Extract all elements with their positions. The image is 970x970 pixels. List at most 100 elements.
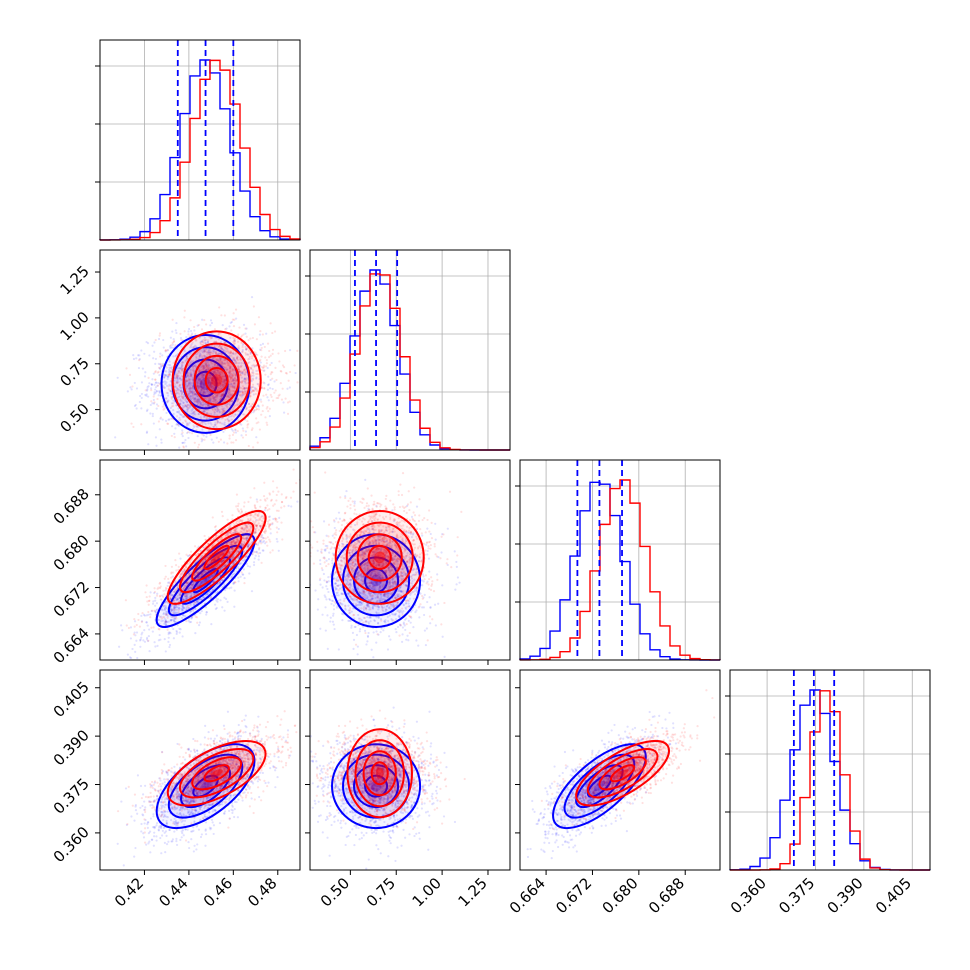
scatter-point: [177, 388, 180, 391]
scatter-point: [244, 371, 247, 374]
scatter-point: [239, 386, 243, 390]
scatter-point: [240, 423, 243, 426]
scatter-point: [169, 596, 172, 599]
scatter-point: [202, 351, 205, 354]
scatter-point: [210, 336, 213, 339]
scatter-point: [176, 381, 179, 384]
scatter-point: [210, 376, 213, 380]
scatter-point: [222, 380, 226, 383]
scatter-point: [180, 339, 183, 342]
scatter-point: [233, 377, 237, 380]
scatter-point: [191, 585, 194, 588]
scatter-point: [155, 390, 158, 393]
scatter-point: [216, 369, 219, 372]
scatter-point: [227, 450, 229, 452]
scatter-point: [180, 389, 183, 392]
scatter-point: [268, 493, 271, 496]
scatter-point: [263, 387, 266, 390]
scatter-point: [187, 436, 190, 440]
scatter-point: [176, 367, 179, 370]
scatter-point: [210, 383, 213, 386]
scatter-point: [238, 390, 241, 393]
scatter-point: [255, 550, 258, 553]
scatter-point: [197, 584, 200, 587]
scatter-point: [236, 400, 239, 403]
scatter-point: [222, 391, 225, 394]
scatter-point: [214, 394, 218, 397]
scatter-point: [226, 442, 229, 445]
scatter-point: [237, 364, 240, 367]
scatter-point: [261, 541, 264, 544]
hist-panel-0: [95, 39, 301, 241]
scatter-point: [204, 354, 207, 358]
scatter-point: [266, 405, 269, 409]
scatter-point: [211, 378, 214, 381]
scatter-point: [158, 355, 162, 358]
scatter-point: [221, 324, 224, 327]
scatter-point: [131, 385, 134, 388]
scatter-point: [180, 395, 183, 398]
scatter-point: [181, 441, 184, 444]
scatter-point: [223, 379, 226, 382]
scatter-point: [178, 384, 181, 387]
scatter-point: [269, 523, 272, 526]
scatter-point: [165, 366, 168, 369]
scatter-point: [143, 614, 147, 617]
scatter-point: [236, 541, 239, 544]
scatter-point: [255, 422, 258, 425]
scatter-point: [252, 374, 255, 377]
scatter-point: [183, 405, 186, 408]
scatter-point: [149, 403, 152, 407]
scatter-point: [217, 555, 220, 559]
scatter-point: [223, 366, 226, 369]
scatter-point: [266, 342, 270, 345]
scatter-point: [275, 378, 278, 382]
scatter-point: [228, 376, 232, 379]
scatter-point: [164, 650, 167, 653]
scatter-point: [232, 531, 235, 535]
scatter-point: [163, 407, 166, 410]
scatter-point: [226, 532, 229, 535]
scatter-point: [152, 372, 155, 375]
scatter-point: [180, 365, 183, 368]
scatter-point: [184, 595, 187, 598]
scatter-point: [215, 352, 218, 356]
scatter-point: [234, 530, 237, 533]
scatter-point: [147, 385, 150, 388]
scatter-point: [202, 365, 205, 368]
scatter-point: [255, 408, 258, 411]
scatter-point: [187, 364, 190, 367]
scatter-point: [169, 336, 172, 339]
scatter-point: [194, 553, 198, 557]
scatter-point: [205, 351, 208, 354]
scatter-point: [246, 423, 249, 427]
scatter-point: [233, 543, 236, 546]
scatter-point: [228, 388, 231, 391]
scatter-point: [121, 629, 124, 632]
scatter-point: [212, 581, 215, 584]
scatter-point: [235, 540, 238, 543]
scatter-point: [216, 407, 219, 410]
scatter-point: [206, 379, 210, 383]
scatter-point: [185, 595, 188, 598]
scatter-point: [254, 405, 258, 409]
scatter-point: [175, 386, 179, 390]
scatter-point: [209, 381, 213, 384]
scatter-point: [191, 385, 195, 388]
scatter-point: [215, 436, 218, 439]
scatter-point: [213, 586, 217, 589]
scatter-point: [237, 509, 240, 512]
scatter-point: [238, 562, 241, 566]
scatter-point: [215, 373, 218, 376]
scatter-point: [162, 338, 165, 342]
scatter-point: [138, 639, 142, 642]
scatter-point: [212, 384, 215, 388]
scatter-point: [232, 382, 236, 386]
scatter-point: [138, 358, 141, 361]
scatter-point: [228, 587, 231, 590]
scatter-point: [186, 596, 189, 600]
scatter-point: [164, 349, 167, 352]
scatter-point: [279, 369, 282, 373]
scatter-point: [245, 538, 248, 541]
scatter-point: [167, 636, 170, 639]
